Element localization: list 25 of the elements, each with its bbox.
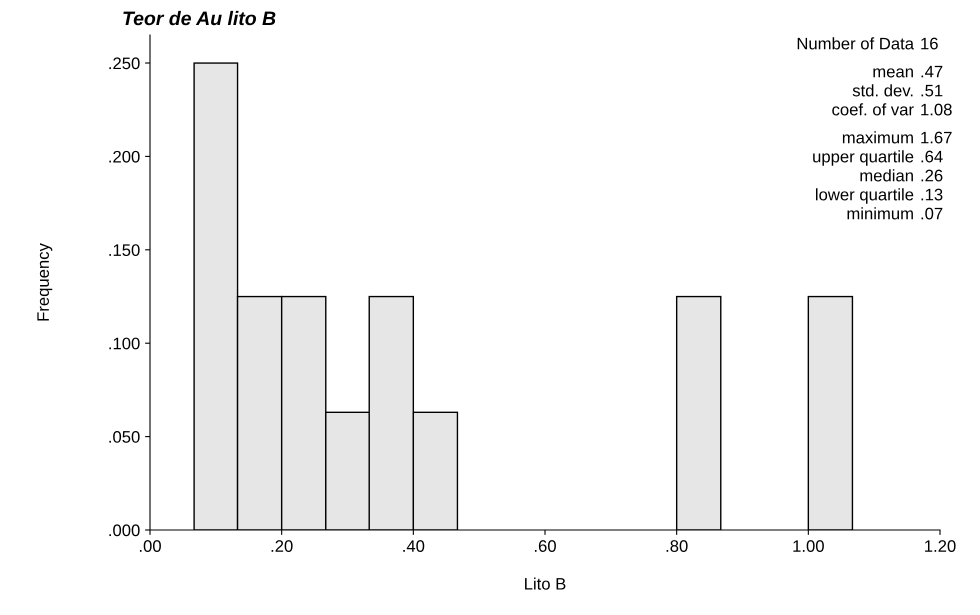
annotation: Number of Data 16: [798, 37, 938, 50]
x-tick-label: 1.00: [793, 540, 824, 552]
y-tick-label: .200: [109, 150, 140, 163]
annotation: minimum .07: [848, 207, 942, 220]
x-tick-label: .20: [272, 540, 293, 552]
x-axis-title: Lito B: [525, 577, 566, 590]
annotation: upper quartile .64: [813, 150, 943, 166]
annotation: median .26: [860, 169, 942, 182]
y-tick-label: .250: [109, 57, 140, 70]
y-tick-label: .000: [109, 524, 140, 536]
chart-title: Teor de Au lito B: [123, 10, 276, 26]
y-axis-title: Frequency: [37, 243, 52, 320]
annotation: mean .47: [873, 66, 942, 78]
annotation: coef. of var 1.08: [832, 103, 952, 116]
x-tick-label: 1.20: [925, 540, 956, 552]
x-tick-label: .80: [666, 540, 688, 552]
y-tick-label: .150: [109, 244, 140, 256]
annotation: std. dev. .51: [852, 84, 942, 96]
annotation: maximum 1.67: [842, 131, 952, 144]
y-tick-label: .050: [109, 431, 140, 443]
x-tick-label: .60: [534, 540, 556, 552]
x-tick-label: .40: [403, 540, 424, 552]
annotation: lower quartile .13: [816, 188, 942, 204]
y-tick-label: .100: [109, 338, 140, 350]
x-tick-label: .00: [140, 540, 161, 552]
